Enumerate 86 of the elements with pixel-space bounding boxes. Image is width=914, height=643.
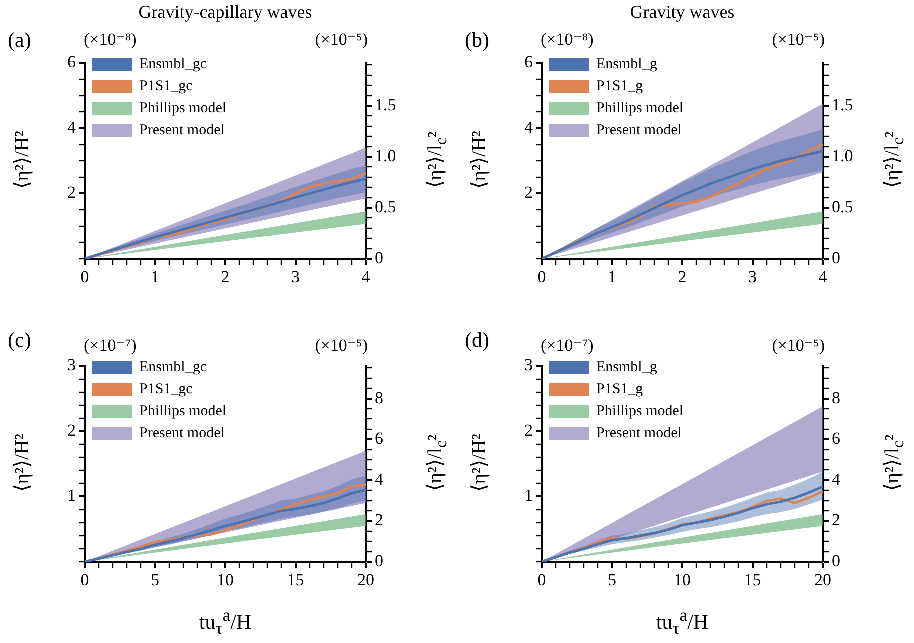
x-tick-label: 10 xyxy=(217,570,234,590)
x-tick-label: 0 xyxy=(80,268,90,287)
legend-label: Present model xyxy=(596,122,682,138)
y2-tick-label: 0 xyxy=(375,248,384,268)
x-axis-title: tu$_{τ}$$^{a}$/H xyxy=(655,605,710,640)
x-tick-label: 15 xyxy=(287,570,304,590)
y-axis-title: ⟨η²⟩/H² xyxy=(10,130,34,190)
legend-label: Present model xyxy=(140,425,225,442)
text: (×10⁻⁵) xyxy=(772,30,825,50)
y2-tick-label: 8 xyxy=(832,388,840,408)
y2-tick-label: 1.5 xyxy=(375,96,396,114)
legend-label: Ensmbl_g xyxy=(596,359,658,376)
legend-label: Phillips model xyxy=(596,100,684,116)
y-tick-label: 4 xyxy=(524,118,534,137)
x-tick-label: 2 xyxy=(678,268,687,287)
x-tick-label: 10 xyxy=(674,570,691,590)
text: (×10⁻⁵) xyxy=(315,30,368,50)
chart-title: Gravity waves xyxy=(629,2,736,23)
text: (a) xyxy=(8,28,32,53)
y-tick-label: 2 xyxy=(524,420,533,440)
text: (×10⁻⁵) xyxy=(315,336,368,356)
x-axis-title: tu$_{τ}$$^{a}$/H xyxy=(198,605,253,640)
legend-label: Phillips model xyxy=(140,100,227,116)
x-tick-label: 0 xyxy=(538,268,546,287)
y-tick-label: 3 xyxy=(68,356,76,375)
legend-label: Phillips model xyxy=(140,403,227,420)
y-tick-label: 1 xyxy=(68,486,76,506)
y-axis-title: ⟨η²⟩/H² xyxy=(468,434,492,492)
y-tick-label: 3 xyxy=(524,356,533,375)
legend-label: P1S1_g xyxy=(596,78,644,94)
y-tick-label: 4 xyxy=(68,118,76,137)
legend-label: Ensmbl_gc xyxy=(140,56,208,72)
y2-tick-label: 2 xyxy=(375,510,384,530)
x-tick-label: 20 xyxy=(814,570,832,590)
text: (×10⁻⁸) xyxy=(541,30,594,50)
x-tick-label: 15 xyxy=(744,570,762,590)
y2-tick-label: 6 xyxy=(832,429,840,448)
y2-tick-label: 6 xyxy=(375,429,384,448)
y-tick-label: 6 xyxy=(68,52,76,72)
x-tick-label: 0 xyxy=(80,570,90,590)
y2-tick-label: 4 xyxy=(832,470,841,489)
y2-tick-label: 2 xyxy=(832,510,840,530)
x-tick-label: 3 xyxy=(748,268,757,287)
y2-tick-label: 1.5 xyxy=(832,96,854,114)
y-tick-label: 2 xyxy=(524,183,533,202)
legend-label: P1S1_gc xyxy=(140,78,194,94)
text: (×10⁻⁵) xyxy=(772,336,825,356)
x-tick-label: 1 xyxy=(608,268,616,287)
legend-label: Phillips model xyxy=(596,403,684,420)
y2-tick-label: 8 xyxy=(375,388,384,408)
legend-label: Ensmbl_g xyxy=(596,56,658,72)
x-tick-label: 5 xyxy=(151,570,160,590)
chart-title: Gravity-capillary waves xyxy=(138,2,314,23)
x-tick-label: 4 xyxy=(362,268,371,287)
x-tick-label: 5 xyxy=(608,570,616,590)
y2-tick-label: 0.5 xyxy=(832,197,854,216)
y-tick-label: 6 xyxy=(524,52,533,72)
legend-label: Ensmbl_gc xyxy=(140,359,208,376)
y2-tick-label: 0 xyxy=(375,551,384,570)
legend-label: P1S1_gc xyxy=(140,381,194,398)
y2-tick-label: 1.0 xyxy=(832,146,854,166)
y-tick-label: 2 xyxy=(68,183,76,202)
legend-label: P1S1_g xyxy=(596,381,644,398)
legend-label: Present model xyxy=(596,425,682,442)
y2-tick-label: 0 xyxy=(832,248,840,268)
y-tick-label: 2 xyxy=(68,420,76,440)
text: (×10⁻⁸) xyxy=(84,30,137,50)
x-tick-label: 0 xyxy=(538,570,546,590)
x-tick-label: 4 xyxy=(818,268,828,287)
text: (b) xyxy=(465,28,490,53)
text: (c) xyxy=(8,328,32,353)
text: (d) xyxy=(465,328,490,353)
y2-tick-label: 0 xyxy=(832,551,840,570)
text: (×10⁻⁷) xyxy=(84,336,137,356)
y-tick-label: 1 xyxy=(524,486,533,506)
y-axis-title: ⟨η²⟩/H² xyxy=(468,130,492,190)
y2-tick-label: 1.0 xyxy=(375,146,396,166)
text: (×10⁻⁷) xyxy=(541,336,594,356)
y-axis-title: ⟨η²⟩/H² xyxy=(10,434,34,492)
y2-tick-label: 4 xyxy=(375,470,384,489)
x-tick-label: 1 xyxy=(151,268,160,287)
y2-tick-label: 0.5 xyxy=(375,197,396,216)
x-tick-label: 2 xyxy=(221,268,230,287)
x-tick-label: 20 xyxy=(358,570,374,590)
x-tick-label: 3 xyxy=(292,268,300,287)
legend-label: Present model xyxy=(140,122,225,138)
